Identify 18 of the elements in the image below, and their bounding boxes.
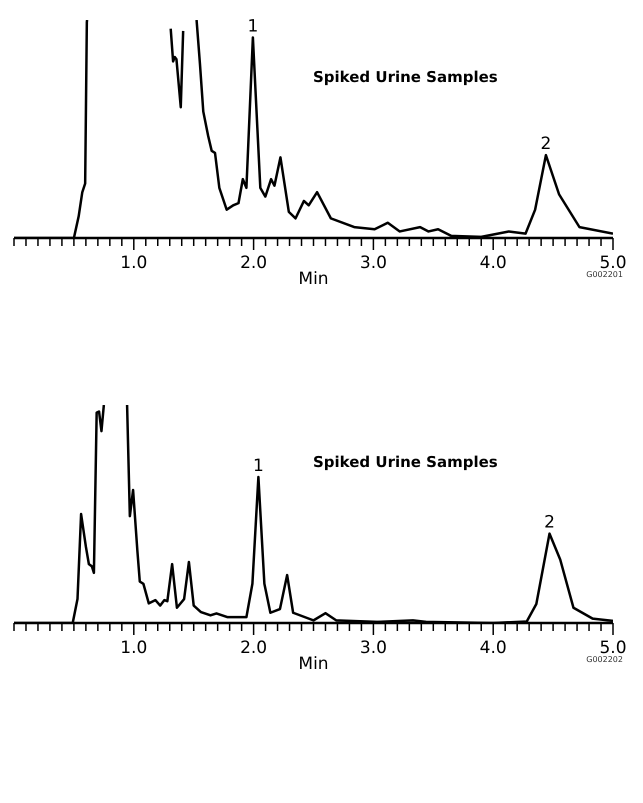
x-tick-label: 2.0	[240, 638, 268, 658]
x-axis-title: Min	[298, 269, 329, 289]
x-tick-label: 4.0	[480, 638, 507, 658]
x-axis-title: Min	[298, 654, 329, 674]
x-tick-label: 3.0	[360, 638, 387, 658]
text: Spiked Urine Samples	[313, 68, 498, 86]
annotation: 1	[252, 456, 264, 476]
text: G002202	[586, 655, 623, 664]
text: Spiked Urine Samples	[313, 453, 498, 471]
x-tick-label: 4.0	[480, 253, 507, 273]
x-tick-label: 2.0	[240, 253, 268, 273]
text: G002201	[586, 270, 623, 279]
annotation: 2	[540, 134, 552, 154]
annotation: 2	[544, 512, 555, 533]
x-tick-label: 3.0	[360, 253, 387, 273]
x-tick-label: 1.0	[120, 638, 148, 658]
x-tick-label: 1.0	[120, 253, 148, 273]
annotation: 1	[247, 16, 258, 36]
